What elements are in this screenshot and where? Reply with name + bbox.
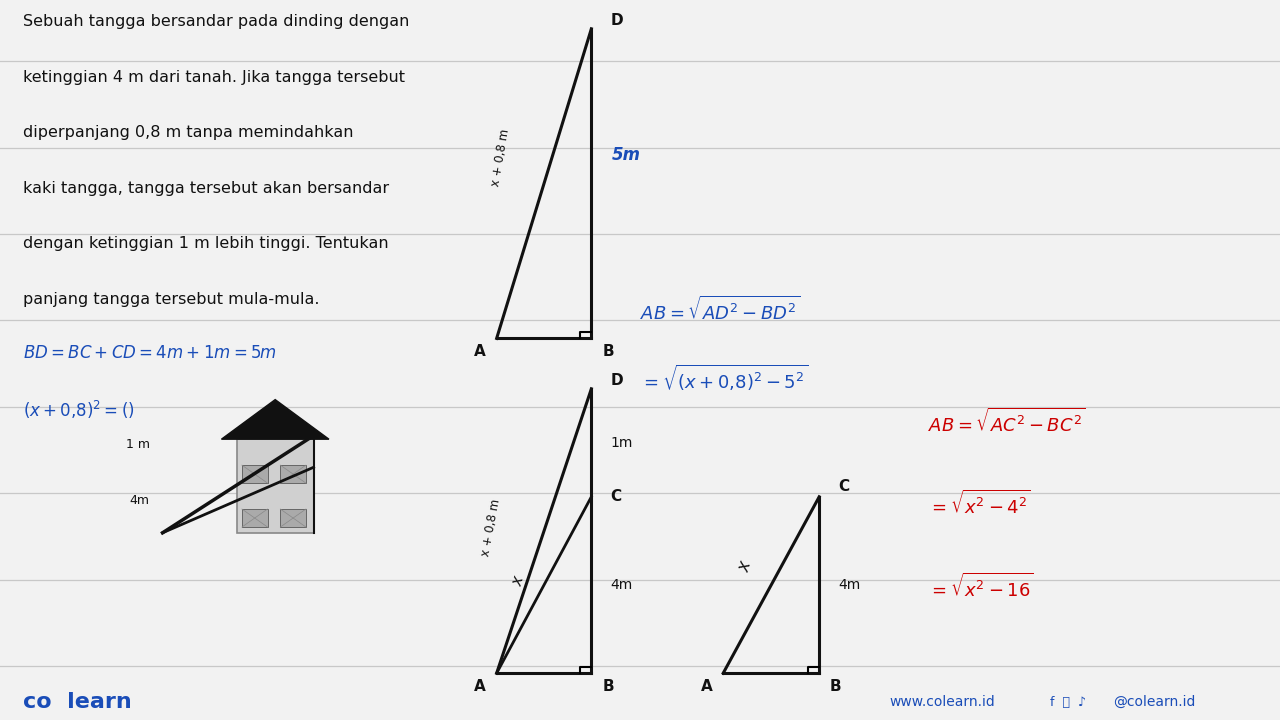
Text: kaki tangga, tangga tersebut akan bersandar: kaki tangga, tangga tersebut akan bersan… [23,181,389,196]
Text: $AB = \sqrt{AC^2 - BC^2}$: $AB = \sqrt{AC^2 - BC^2}$ [928,407,1085,436]
Text: A: A [474,679,486,694]
Text: D: D [611,373,623,388]
Text: A: A [700,679,713,694]
Text: C: C [838,479,850,494]
FancyBboxPatch shape [242,465,268,483]
Text: co  learn: co learn [23,692,132,712]
Text: @colearn.id: @colearn.id [1114,695,1196,709]
Text: $(x + 0{,}8)^2 = ()$: $(x + 0{,}8)^2 = ()$ [23,400,134,421]
Text: $AB = \sqrt{AD^2 - BD^2}$: $AB = \sqrt{AD^2 - BD^2}$ [640,295,800,324]
Text: A: A [474,344,486,359]
Text: ketinggian 4 m dari tanah. Jika tangga tersebut: ketinggian 4 m dari tanah. Jika tangga t… [23,70,404,85]
Text: diperpanjang 0,8 m tanpa memindahkan: diperpanjang 0,8 m tanpa memindahkan [23,125,353,140]
Text: B: B [602,344,614,359]
Text: x: x [509,575,527,588]
Text: 5m: 5m [612,145,641,163]
Text: B: B [829,679,842,694]
Text: www.colearn.id: www.colearn.id [890,695,996,709]
Text: $BD = BC + CD = 4m + 1m = 5m$: $BD = BC + CD = 4m + 1m = 5m$ [23,344,276,361]
Text: x: x [736,559,755,575]
Text: D: D [611,13,623,28]
Polygon shape [221,400,329,439]
FancyBboxPatch shape [237,439,314,533]
Text: panjang tangga tersebut mula-mula.: panjang tangga tersebut mula-mula. [23,292,320,307]
Text: 4m: 4m [611,578,632,592]
Text: dengan ketinggian 1 m lebih tinggi. Tentukan: dengan ketinggian 1 m lebih tinggi. Tent… [23,236,389,251]
Text: $= \sqrt{x^2 - 4^2}$: $= \sqrt{x^2 - 4^2}$ [928,490,1030,518]
FancyBboxPatch shape [280,465,306,483]
Text: f  ⓞ  ♪: f ⓞ ♪ [1050,696,1085,708]
Text: 1 m: 1 m [125,438,150,451]
FancyBboxPatch shape [242,509,268,527]
Text: C: C [611,490,622,504]
Text: 4m: 4m [129,493,150,507]
Text: 4m: 4m [838,578,860,592]
FancyBboxPatch shape [280,509,306,527]
Text: x + 0,8 m: x + 0,8 m [489,127,512,187]
Text: $= \sqrt{x^2 - 16}$: $= \sqrt{x^2 - 16}$ [928,572,1034,601]
Text: 1m: 1m [611,436,632,450]
Text: B: B [602,679,614,694]
Text: Sebuah tangga bersandar pada dinding dengan: Sebuah tangga bersandar pada dinding den… [23,14,410,30]
Text: $= \sqrt{(x + 0{,}8)^2 - 5^2}$: $= \sqrt{(x + 0{,}8)^2 - 5^2}$ [640,363,808,393]
Text: x + 0,8 m: x + 0,8 m [479,498,502,557]
